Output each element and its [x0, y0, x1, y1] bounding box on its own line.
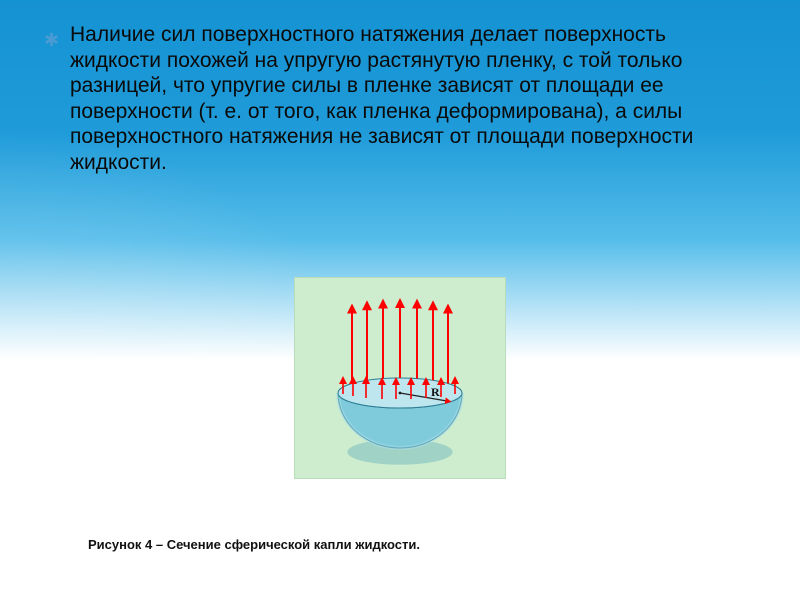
figure-panel: R [295, 278, 505, 478]
figure-caption: Рисунок 4 – Сечение сферической капли жи… [88, 537, 420, 552]
body-paragraph: Наличие сил поверхностного натяжения дел… [70, 22, 760, 176]
bullet-icon: ✱ [44, 30, 59, 51]
radius-label: R [431, 385, 440, 399]
slide: ✱ Наличие сил поверхностного натяжения д… [0, 0, 800, 600]
hemisphere-diagram: R [295, 278, 505, 478]
figure-container: R [250, 258, 550, 498]
